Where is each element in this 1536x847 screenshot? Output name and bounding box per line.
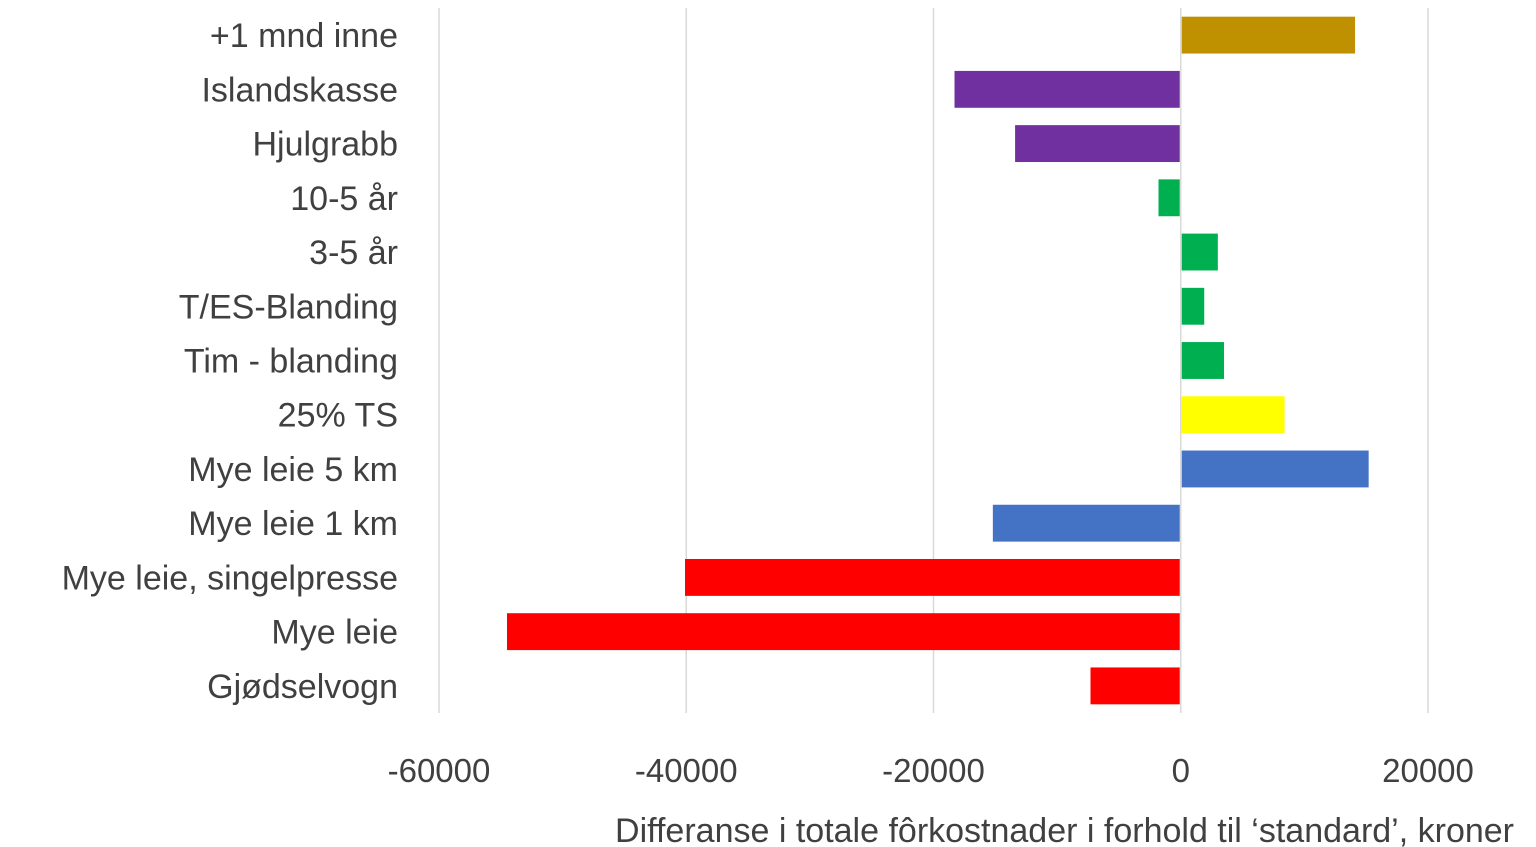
bar (1181, 342, 1225, 379)
category-label: Mye leie 5 km (188, 451, 398, 489)
x-tick-labels: -60000 -40000 -20000 0 20000 (388, 752, 1474, 789)
category-label: T/ES-Blanding (179, 288, 398, 326)
category-label: Mye leie (271, 614, 398, 652)
bar (1158, 179, 1180, 217)
bars (506, 16, 1369, 705)
bar (1181, 16, 1356, 54)
category-label: Mye leie, singelpresse (62, 559, 398, 597)
bar (1181, 287, 1205, 325)
bar (1181, 450, 1369, 488)
bar (1181, 396, 1285, 434)
x-tick-label: -60000 (388, 752, 491, 789)
category-label: 3-5 år (309, 234, 398, 272)
category-label: 25% TS (278, 397, 398, 435)
bar (954, 70, 1180, 108)
category-label: +1 mnd inne (210, 17, 398, 55)
bar (1015, 125, 1180, 163)
x-axis-title: Differanse i totale fôrkostnader i forho… (615, 812, 1514, 847)
x-tick-label: 20000 (1382, 752, 1474, 789)
gridlines (438, 8, 1429, 713)
category-label: Islandskasse (201, 71, 398, 109)
x-tick-label: 0 (1172, 752, 1190, 789)
category-label: Gjødselvogn (207, 668, 398, 706)
category-label: 10-5 år (290, 180, 398, 218)
category-labels: +1 mnd inne Islandskasse Hjulgrabb 10-5 år 3… (62, 17, 398, 706)
bar (506, 613, 1180, 651)
bar (1090, 667, 1180, 705)
bar (685, 558, 1180, 596)
x-tick-label: -20000 (882, 752, 985, 789)
x-tick-label: -40000 (635, 752, 738, 789)
bar (992, 504, 1180, 542)
category-label: Hjulgrabb (252, 126, 398, 164)
category-label: Tim - blanding (184, 343, 398, 381)
bar (1181, 233, 1218, 271)
category-label: Mye leie 1 km (188, 505, 398, 543)
